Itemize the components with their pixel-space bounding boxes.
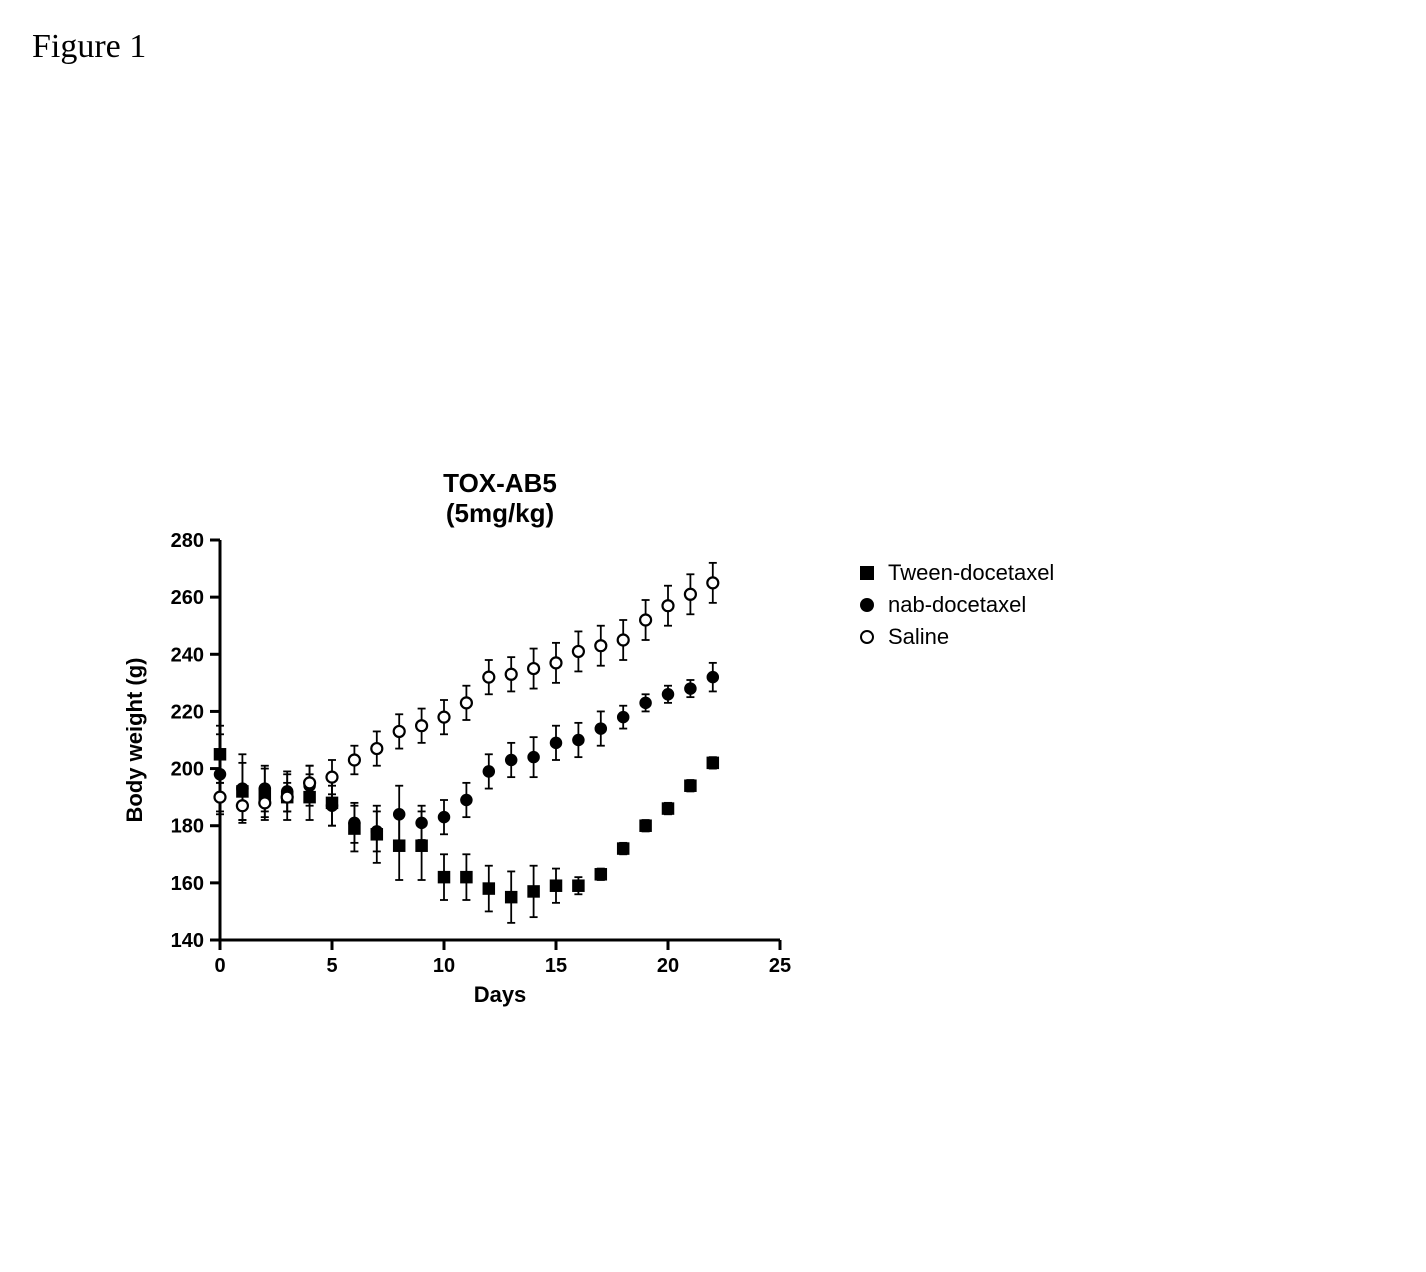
x-tick-label: 20 — [657, 955, 679, 977]
marker-circle-open — [685, 589, 696, 600]
marker-circle-filled — [461, 795, 472, 806]
marker-circle-open — [304, 777, 315, 788]
marker-square — [215, 749, 226, 760]
x-tick-label: 25 — [769, 955, 791, 977]
marker-circle-filled — [483, 766, 494, 777]
y-tick-label: 200 — [171, 759, 204, 781]
marker-square — [663, 803, 674, 814]
page-root: { "figure_label": "Figure 1", "chart": {… — [0, 0, 1426, 1272]
marker-square — [439, 872, 450, 883]
figure-label: Figure 1 — [32, 28, 146, 66]
marker-circle-open — [394, 726, 405, 737]
marker-circle-filled — [371, 826, 382, 837]
marker-circle-filled — [528, 752, 539, 763]
marker-square — [551, 880, 562, 891]
marker-square — [685, 780, 696, 791]
marker-circle-filled — [506, 755, 517, 766]
legend: Tween-docetaxel nab-docetaxel Saline — [860, 560, 1054, 656]
marker-circle-open — [707, 577, 718, 588]
marker-circle-open — [461, 697, 472, 708]
marker-circle-filled — [663, 689, 674, 700]
marker-square — [618, 843, 629, 854]
marker-square — [640, 820, 651, 831]
marker-circle-open — [282, 792, 293, 803]
x-tick-label: 10 — [433, 955, 455, 977]
marker-circle-open — [439, 712, 450, 723]
legend-label: Tween-docetaxel — [888, 560, 1054, 586]
marker-circle-filled — [327, 800, 338, 811]
marker-square — [483, 883, 494, 894]
marker-circle-filled — [394, 809, 405, 820]
x-tick-label: 15 — [545, 955, 567, 977]
marker-square — [528, 886, 539, 897]
marker-circle-filled — [595, 723, 606, 734]
marker-square — [304, 792, 315, 803]
legend-item: nab-docetaxel — [860, 592, 1054, 618]
y-tick-label: 260 — [171, 587, 204, 609]
marker-circle-open — [416, 720, 427, 731]
marker-square — [707, 757, 718, 768]
marker-circle-open — [640, 615, 651, 626]
marker-square — [573, 880, 584, 891]
legend-label: nab-docetaxel — [888, 592, 1026, 618]
marker-circle-open — [483, 672, 494, 683]
marker-circle-open — [349, 755, 360, 766]
y-tick-label: 140 — [171, 930, 204, 952]
marker-circle-open — [327, 772, 338, 783]
chart-title-line2: (5mg/kg) — [446, 498, 554, 528]
marker-circle-filled — [573, 735, 584, 746]
marker-circle-open — [506, 669, 517, 680]
marker-circle-open — [371, 743, 382, 754]
marker-circle-filled — [416, 817, 427, 828]
marker-circle-open — [595, 640, 606, 651]
legend-label: Saline — [888, 624, 949, 650]
marker-circle-filled — [707, 672, 718, 683]
legend-swatch-icon — [860, 630, 874, 644]
marker-square — [595, 869, 606, 880]
marker-circle-filled — [551, 737, 562, 748]
marker-circle-filled — [215, 769, 226, 780]
y-axis-label: Body weight (g) — [122, 658, 147, 823]
marker-circle-filled — [618, 712, 629, 723]
legend-swatch-icon — [860, 598, 874, 612]
marker-square — [416, 840, 427, 851]
y-tick-label: 280 — [171, 530, 204, 552]
legend-item: Saline — [860, 624, 1054, 650]
chart-title-line1: TOX-AB5 — [443, 468, 557, 498]
marker-circle-open — [528, 663, 539, 674]
marker-circle-filled — [237, 783, 248, 794]
y-tick-label: 180 — [171, 816, 204, 838]
chart-svg: 140 160 180 200 220 240 260 280 0 5 10 15 20 25 Days Bo… — [100, 440, 1100, 1040]
marker-square — [461, 872, 472, 883]
marker-circle-open — [259, 797, 270, 808]
marker-circle-filled — [439, 812, 450, 823]
chart-container: 140 160 180 200 220 240 260 280 0 5 10 15 20 25 Days Bo… — [100, 440, 1100, 1045]
marker-circle-filled — [685, 683, 696, 694]
x-tick-label: 0 — [214, 955, 225, 977]
x-axis-label: Days — [474, 982, 527, 1007]
marker-circle-open — [215, 792, 226, 803]
legend-swatch-icon — [860, 566, 874, 580]
marker-circle-filled — [640, 697, 651, 708]
y-tick-label: 240 — [171, 644, 204, 666]
marker-circle-open — [618, 635, 629, 646]
y-tick-label: 220 — [171, 701, 204, 723]
marker-square — [394, 840, 405, 851]
marker-circle-open — [663, 600, 674, 611]
marker-circle-open — [551, 657, 562, 668]
marker-circle-filled — [349, 817, 360, 828]
marker-circle-open — [237, 800, 248, 811]
y-tick-label: 160 — [171, 873, 204, 895]
marker-circle-open — [573, 646, 584, 657]
marker-square — [506, 892, 517, 903]
marker-circle-filled — [259, 783, 270, 794]
legend-item: Tween-docetaxel — [860, 560, 1054, 586]
x-tick-label: 5 — [326, 955, 337, 977]
